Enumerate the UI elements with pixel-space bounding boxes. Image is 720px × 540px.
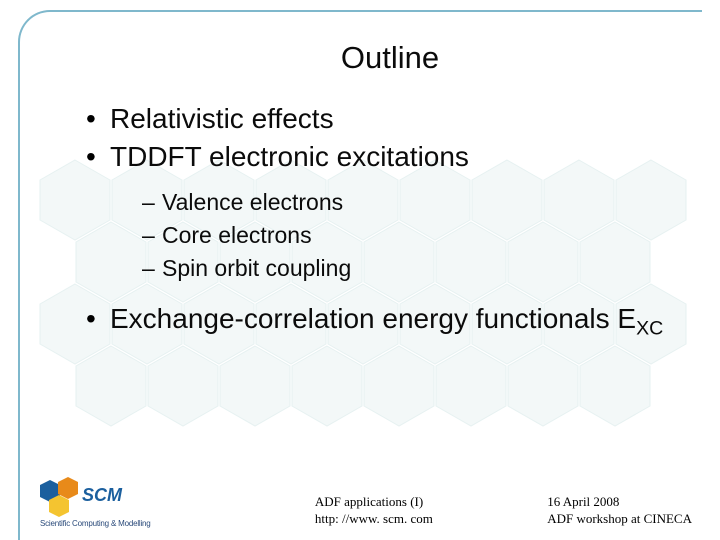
outline-list: Relativistic effects TDDFT electronic ex… [60, 100, 680, 342]
bullet-1: Relativistic effects [86, 100, 680, 138]
logo-tagline: Scientific Computing & Modelling [40, 519, 151, 528]
footer-right: 16 April 2008 ADF workshop at CINECA [547, 494, 692, 528]
footer-center: ADF applications (I) http: //www. scm. c… [315, 494, 433, 528]
sub-list: Valence electrons Core electrons Spin or… [110, 186, 680, 286]
scm-logo: SCM Scientific Computing & Modelling [40, 477, 151, 528]
footer-center-line1: ADF applications (I) [315, 494, 433, 511]
bullet-2: TDDFT electronic excitations Valence ele… [86, 138, 680, 286]
bullet-3-pre: Exchange-correlation energy functionals … [110, 303, 636, 334]
bullet-3-sub: XC [636, 317, 663, 339]
sub-1: Valence electrons [142, 186, 680, 219]
slide-content: Outline Relativistic effects TDDFT elect… [0, 0, 720, 342]
bullet-2-text: TDDFT electronic excitations [110, 141, 469, 172]
footer-center-line2: http: //www. scm. com [315, 511, 433, 528]
footer-right-line1: 16 April 2008 [547, 494, 692, 511]
slide-title: Outline [100, 40, 680, 76]
scm-logo-icon: SCM [40, 477, 150, 517]
footer-right-line2: ADF workshop at CINECA [547, 511, 692, 528]
sub-2: Core electrons [142, 219, 680, 252]
svg-text:SCM: SCM [82, 485, 123, 505]
slide-footer: SCM Scientific Computing & Modelling ADF… [0, 477, 720, 528]
sub-3: Spin orbit coupling [142, 252, 680, 285]
bullet-3: Exchange-correlation energy functionals … [86, 300, 680, 342]
